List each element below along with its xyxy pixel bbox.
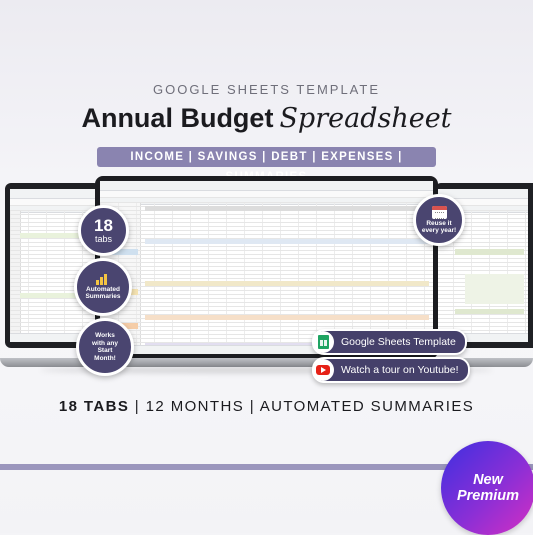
tagline-separator-1: | <box>129 398 146 415</box>
tabs-count-badge: 18 tabs <box>78 205 129 256</box>
title-script: Spreadsheet <box>279 103 452 134</box>
laptop-shadow <box>40 367 493 373</box>
summaries-label-line1: Automated <box>86 285 120 293</box>
main-laptop-mockup <box>95 176 438 359</box>
tagline-part3: AUTOMATED SUMMARIES <box>259 398 475 415</box>
start-line1: Works <box>95 332 115 339</box>
youtube-tour-button[interactable]: Watch a tour on Youtube! <box>312 357 470 383</box>
eyebrow-text: GOOGLE SHEETS TEMPLATE <box>152 82 380 97</box>
tabs-count: 18 <box>94 216 113 235</box>
calendar-icon <box>431 205 447 219</box>
youtube-button-label: Watch a tour on Youtube! <box>341 364 459 376</box>
summaries-label-line2: Summaries <box>85 293 121 300</box>
page-title: Annual Budget Spreadsheet <box>0 103 533 134</box>
right-spreadsheet-screen <box>435 189 528 342</box>
divider-band <box>0 464 533 470</box>
laptop-base <box>0 358 533 367</box>
sheets-icon <box>317 335 329 349</box>
tagline-part2: 12 MONTHS <box>145 398 245 415</box>
tabs-label: tabs <box>94 234 112 244</box>
start-month-badge: Works with any Start Month! <box>76 318 134 376</box>
start-line3: Start <box>97 347 113 354</box>
badge-line1: New <box>473 472 503 488</box>
category-banner: INCOME | SAVINGS | DEBT | EXPENSES | SUM… <box>97 147 436 183</box>
title-bold: Annual Budget <box>81 103 274 133</box>
start-line4: Month! <box>94 354 116 362</box>
youtube-icon <box>316 365 330 375</box>
template-button-label: Google Sheets Template <box>341 336 456 348</box>
new-premium-badge: New Premium <box>441 441 533 535</box>
tagline: 18 TABS | 12 MONTHS | AUTOMATED SUMMARIE… <box>0 398 533 415</box>
right-laptop-mockup <box>435 183 533 348</box>
tagline-part1: 18 TABS <box>58 398 130 415</box>
reuse-line1: Reuse it <box>426 219 452 227</box>
reuse-badge: Reuse it every year! <box>413 194 465 246</box>
badge-line2: Premium <box>456 488 520 504</box>
google-sheets-template-button[interactable]: Google Sheets Template <box>312 329 467 355</box>
reuse-line2: every year! <box>421 227 457 234</box>
automated-summaries-badge: Automated Summaries <box>74 258 132 316</box>
main-spreadsheet-screen <box>100 181 433 354</box>
chart-icon <box>96 273 110 285</box>
tagline-separator-2: | <box>244 398 260 415</box>
start-line2: with any <box>91 339 118 347</box>
